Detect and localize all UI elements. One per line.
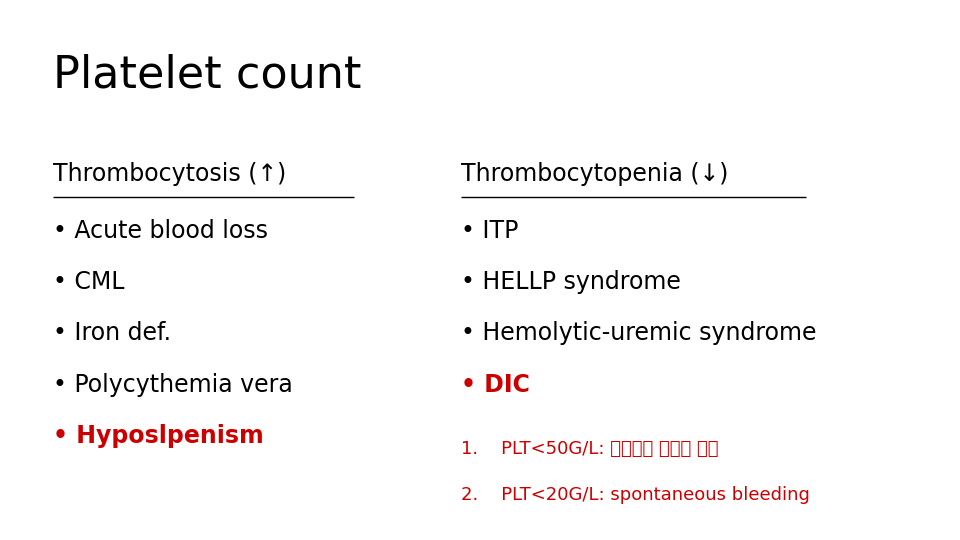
Text: 2.    PLT<20G/L: spontaneous bleeding: 2. PLT<20G/L: spontaneous bleeding xyxy=(461,486,809,504)
Text: Thrombocytopenia (↓): Thrombocytopenia (↓) xyxy=(461,162,729,186)
Text: • Hemolytic-uremic syndrome: • Hemolytic-uremic syndrome xyxy=(461,321,816,345)
Text: • Iron def.: • Iron def. xyxy=(53,321,171,345)
Text: • HELLP syndrome: • HELLP syndrome xyxy=(461,270,681,294)
Text: • Hyposlpenism: • Hyposlpenism xyxy=(53,424,264,448)
Text: • CML: • CML xyxy=(53,270,124,294)
Text: • DIC: • DIC xyxy=(461,373,530,396)
Text: • ITP: • ITP xyxy=(461,219,518,242)
Text: • Polycythemia vera: • Polycythemia vera xyxy=(53,373,293,396)
Text: Thrombocytosis (↑): Thrombocytosis (↑) xyxy=(53,162,286,186)
Text: 1.    PLT<50G/L: 쳐혈경향 현저히 증가: 1. PLT<50G/L: 쳐혈경향 현저히 증가 xyxy=(461,440,718,458)
Text: • Acute blood loss: • Acute blood loss xyxy=(53,219,268,242)
Text: Platelet count: Platelet count xyxy=(53,54,361,97)
